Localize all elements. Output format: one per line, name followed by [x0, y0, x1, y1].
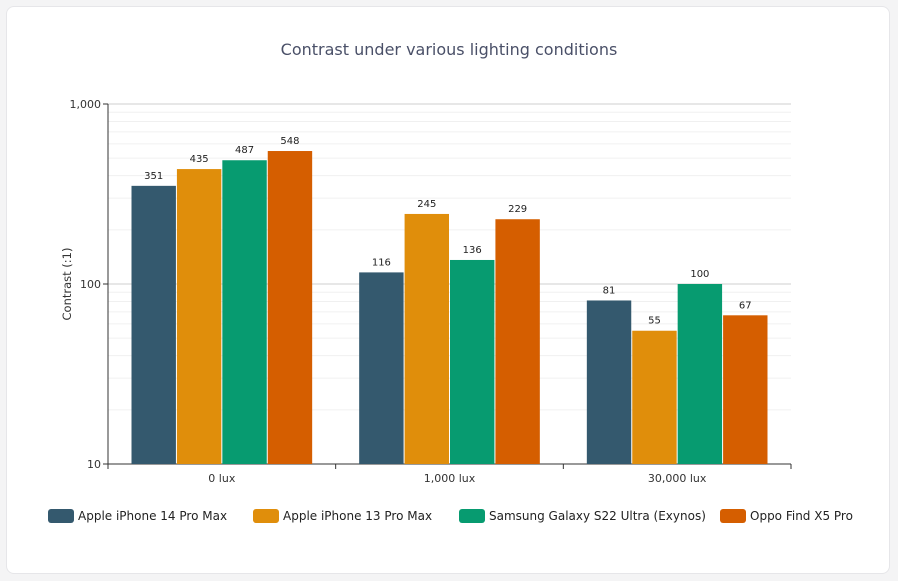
data-label: 81	[603, 285, 616, 296]
data-label: 435	[190, 154, 209, 165]
data-label: 67	[739, 300, 752, 311]
bar[interactable]	[586, 300, 632, 464]
bar[interactable]	[677, 284, 723, 464]
bar[interactable]	[723, 315, 768, 464]
legend-item[interactable]: Apple iPhone 14 Pro Max	[48, 509, 227, 523]
bar[interactable]	[222, 160, 267, 464]
data-label: 548	[280, 136, 299, 147]
y-axis-label: Contrast (:1)	[60, 248, 74, 321]
x-tick-label: 0 lux	[208, 472, 236, 485]
x-tick-label: 1,000 lux	[424, 472, 476, 485]
data-label: 487	[235, 145, 254, 156]
bar[interactable]	[176, 169, 222, 464]
y-tick-label: 10	[87, 458, 101, 471]
legend-swatch	[253, 509, 279, 523]
data-label: 245	[417, 199, 436, 210]
y-tick-label: 1,000	[70, 98, 102, 111]
data-label: 55	[648, 316, 661, 327]
legend-label: Oppo Find X5 Pro	[750, 509, 853, 523]
data-label: 136	[463, 245, 482, 256]
legend-swatch	[459, 509, 485, 523]
legend-item[interactable]: Samsung Galaxy S22 Ultra (Exynos)	[459, 509, 706, 523]
legend-item[interactable]: Oppo Find X5 Pro	[720, 509, 853, 523]
bar[interactable]	[359, 272, 404, 464]
bar[interactable]	[131, 185, 176, 464]
bar[interactable]	[404, 213, 449, 464]
bar[interactable]	[495, 219, 540, 464]
bars	[131, 151, 768, 464]
y-tick-label: 100	[80, 278, 101, 291]
data-label: 116	[372, 257, 391, 268]
legend-swatch	[720, 509, 746, 523]
legend[interactable]: Apple iPhone 14 Pro Max Apple iPhone 13 P…	[48, 509, 853, 523]
grid-lines	[108, 103, 791, 465]
bar[interactable]	[267, 151, 313, 464]
legend-label: Apple iPhone 14 Pro Max	[78, 509, 227, 523]
data-label: 229	[508, 204, 527, 215]
legend-swatch	[48, 509, 74, 523]
legend-label: Samsung Galaxy S22 Ultra (Exynos)	[489, 509, 706, 523]
bar[interactable]	[632, 330, 677, 464]
data-labels: 351 116 81 435 245 55 487 136 100 548 229 67	[144, 136, 751, 327]
legend-item[interactable]: Apple iPhone 13 Pro Max	[253, 509, 432, 523]
axes: 10 100 1,000 0 lux 1,000 lux 30,000 lux	[70, 98, 792, 485]
data-label: 100	[690, 269, 709, 280]
chart-title: Contrast under various lighting conditio…	[281, 40, 618, 59]
x-tick-label: 30,000 lux	[648, 472, 707, 485]
legend-label: Apple iPhone 13 Pro Max	[283, 509, 432, 523]
bar[interactable]	[450, 259, 495, 464]
data-label: 351	[144, 171, 163, 182]
